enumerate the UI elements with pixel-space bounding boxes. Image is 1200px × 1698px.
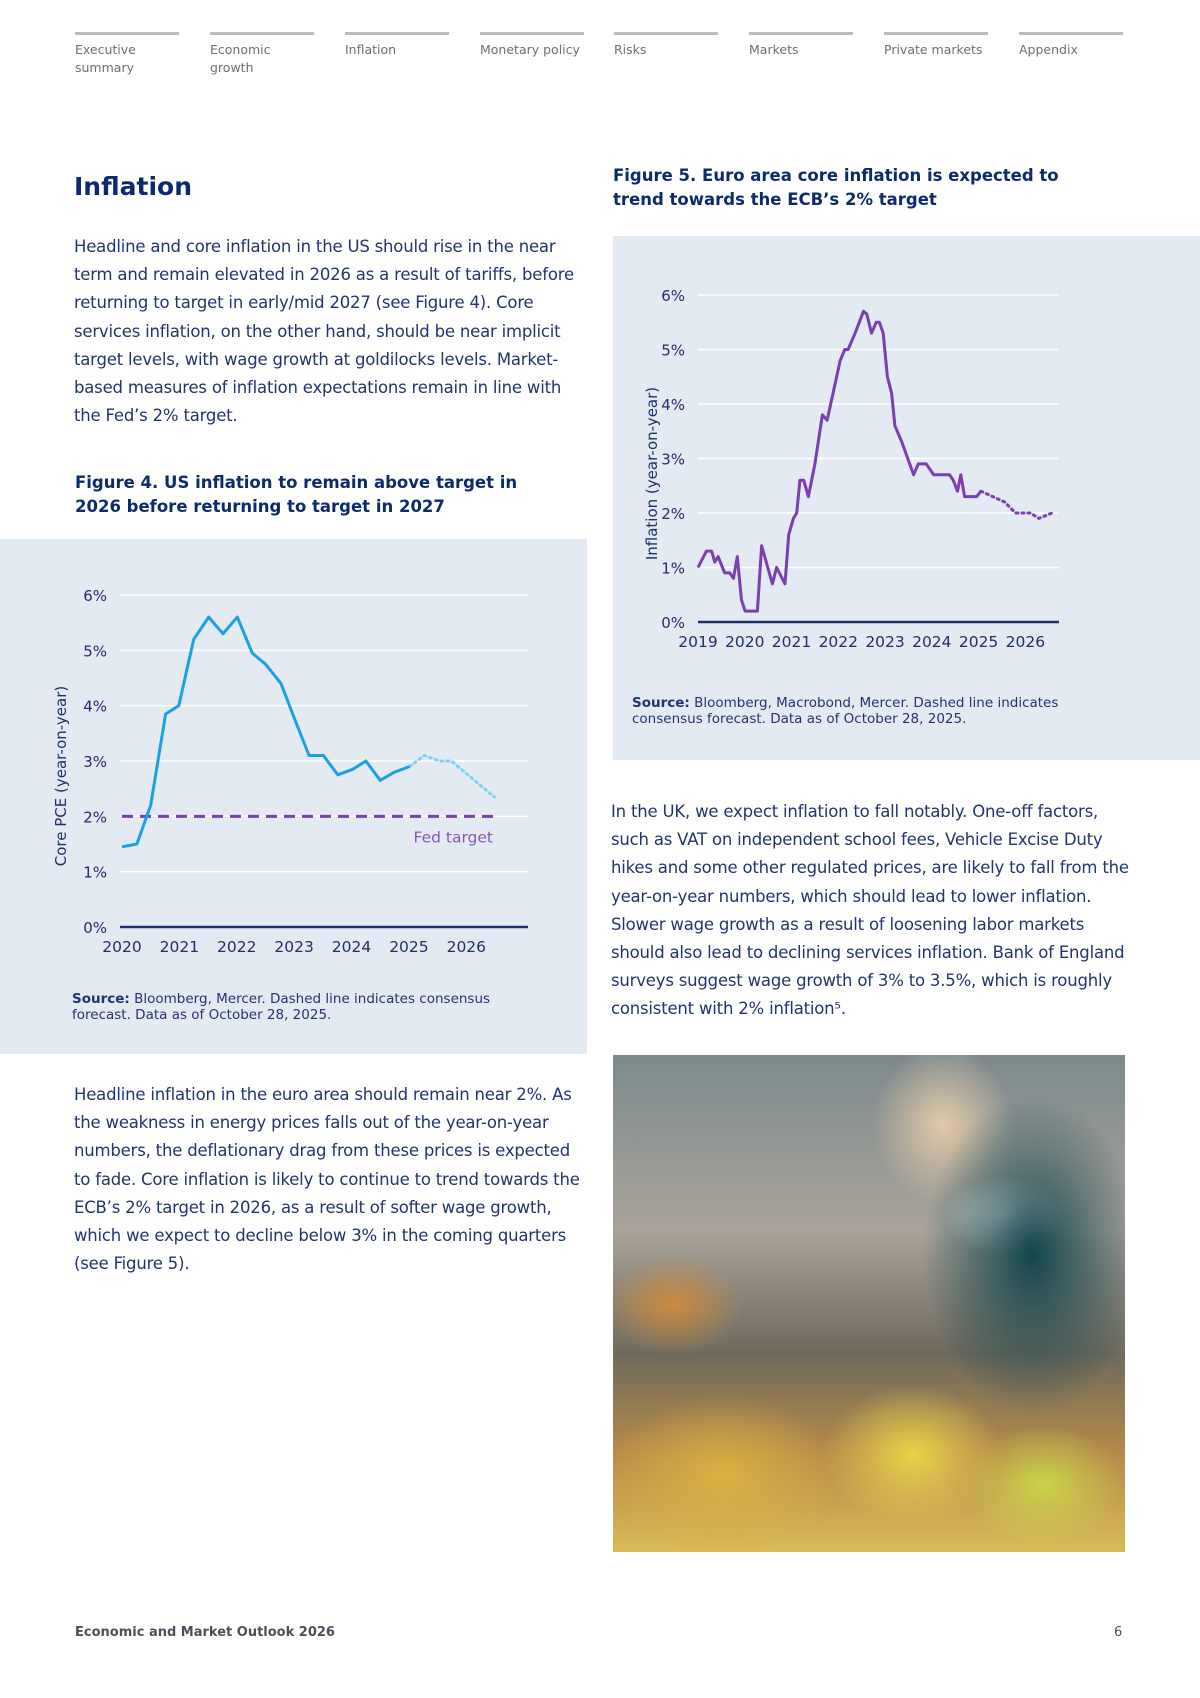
y-tick-label: 1% bbox=[83, 864, 107, 882]
fed-target-label: Fed target bbox=[414, 828, 494, 846]
y-tick-label: 0% bbox=[661, 614, 685, 632]
actual-series-line bbox=[696, 309, 983, 613]
figure5-source: Source: Bloomberg, Macrobond, Mercer. Da… bbox=[632, 695, 1112, 727]
y-tick-label: 0% bbox=[83, 919, 107, 937]
y-tick-label: 5% bbox=[661, 342, 685, 360]
forecast-series-line bbox=[979, 489, 1054, 521]
y-tick-label: 3% bbox=[83, 753, 107, 771]
nav-item-executive-summary[interactable]: Executive summary bbox=[75, 32, 179, 77]
source-label: Source: bbox=[72, 991, 130, 1007]
x-tick-label: 2025 bbox=[959, 633, 998, 651]
paragraph-uk: In the UK, we expect inflation to fall n… bbox=[611, 802, 1129, 1019]
nav-item-private-markets[interactable]: Private markets bbox=[884, 32, 988, 59]
y-axis-label: Core PCE (year-on-year) bbox=[52, 686, 70, 866]
page-number: 6 bbox=[1114, 1625, 1123, 1640]
y-tick-label: 1% bbox=[661, 560, 685, 578]
figure4-caption: Figure 4. US inflation to remain above t… bbox=[75, 473, 518, 516]
x-tick-label: 2020 bbox=[102, 938, 141, 956]
y-axis-label: Inflation (year-on-year) bbox=[643, 387, 661, 560]
y-tick-label: 6% bbox=[83, 587, 107, 605]
nav-item-appendix[interactable]: Appendix bbox=[1019, 32, 1123, 59]
figure4-chart: 0% 1% 2% 3% 4% 5% 6% 2020 2021 2022 2023 2024 2025 20… bbox=[52, 587, 528, 956]
x-tick-label: 2023 bbox=[274, 938, 313, 956]
y-tick-label: 2% bbox=[83, 808, 107, 826]
y-tick-label: 5% bbox=[83, 642, 107, 660]
y-tick-label: 3% bbox=[661, 451, 685, 469]
figure4-source: Source: Bloomberg, Mercer. Dashed line i… bbox=[72, 991, 552, 1023]
x-tick-label: 2023 bbox=[865, 633, 904, 651]
source-text: Bloomberg, Macrobond, Mercer. Dashed lin… bbox=[632, 695, 1059, 727]
paragraph-euro: Headline inflation in the euro area shou… bbox=[74, 1085, 580, 1274]
x-tick-label: 2024 bbox=[912, 633, 951, 651]
photo-cashier-scanning-groceries bbox=[613, 1055, 1125, 1552]
forecast-series-line bbox=[408, 753, 496, 799]
x-tick-label: 2026 bbox=[447, 938, 486, 956]
x-tick-label: 2026 bbox=[1006, 633, 1045, 651]
x-tick-label: 2024 bbox=[332, 938, 371, 956]
y-tick-label: 4% bbox=[83, 698, 107, 716]
footer-title: Economic and Market Outlook 2026 bbox=[75, 1625, 335, 1640]
figure4-panel: 0% 1% 2% 3% 4% 5% 6% 2020 2021 2022 2023 2024 2025 20… bbox=[0, 539, 587, 1054]
y-tick-label: 2% bbox=[661, 505, 685, 523]
actual-series-line bbox=[121, 615, 411, 849]
x-tick-label: 2025 bbox=[389, 938, 428, 956]
nav-item-markets[interactable]: Markets bbox=[749, 32, 853, 59]
nav-item-risks[interactable]: Risks bbox=[614, 32, 718, 59]
figure5-caption: Figure 5. Euro area core inflation is ex… bbox=[613, 166, 1059, 209]
nav-item-inflation[interactable]: Inflation bbox=[345, 32, 449, 59]
y-tick-label: 4% bbox=[661, 396, 685, 414]
x-tick-label: 2021 bbox=[160, 938, 199, 956]
paragraph-us: Headline and core inflation in the US sh… bbox=[74, 237, 574, 426]
y-tick-label: 6% bbox=[661, 287, 685, 305]
source-text: Bloomberg, Mercer. Dashed line indicates… bbox=[72, 991, 491, 1023]
figure5-panel: 0% 1% 2% 3% 4% 5% 6% 2019 2020 2021 2022 2023 2024 20… bbox=[613, 236, 1200, 760]
source-label: Source: bbox=[632, 695, 690, 711]
page-title: Inflation bbox=[74, 172, 192, 201]
x-tick-label: 2022 bbox=[819, 633, 858, 651]
x-tick-label: 2019 bbox=[678, 633, 717, 651]
nav-item-monetary-policy[interactable]: Monetary policy bbox=[480, 32, 584, 59]
figure5-chart: 0% 1% 2% 3% 4% 5% 6% 2019 2020 2021 2022 2023 2024 20… bbox=[643, 287, 1059, 651]
nav-item-economic-growth[interactable]: Economic growth bbox=[210, 32, 314, 77]
x-tick-label: 2022 bbox=[217, 938, 256, 956]
x-tick-label: 2021 bbox=[772, 633, 811, 651]
x-tick-label: 2020 bbox=[725, 633, 764, 651]
